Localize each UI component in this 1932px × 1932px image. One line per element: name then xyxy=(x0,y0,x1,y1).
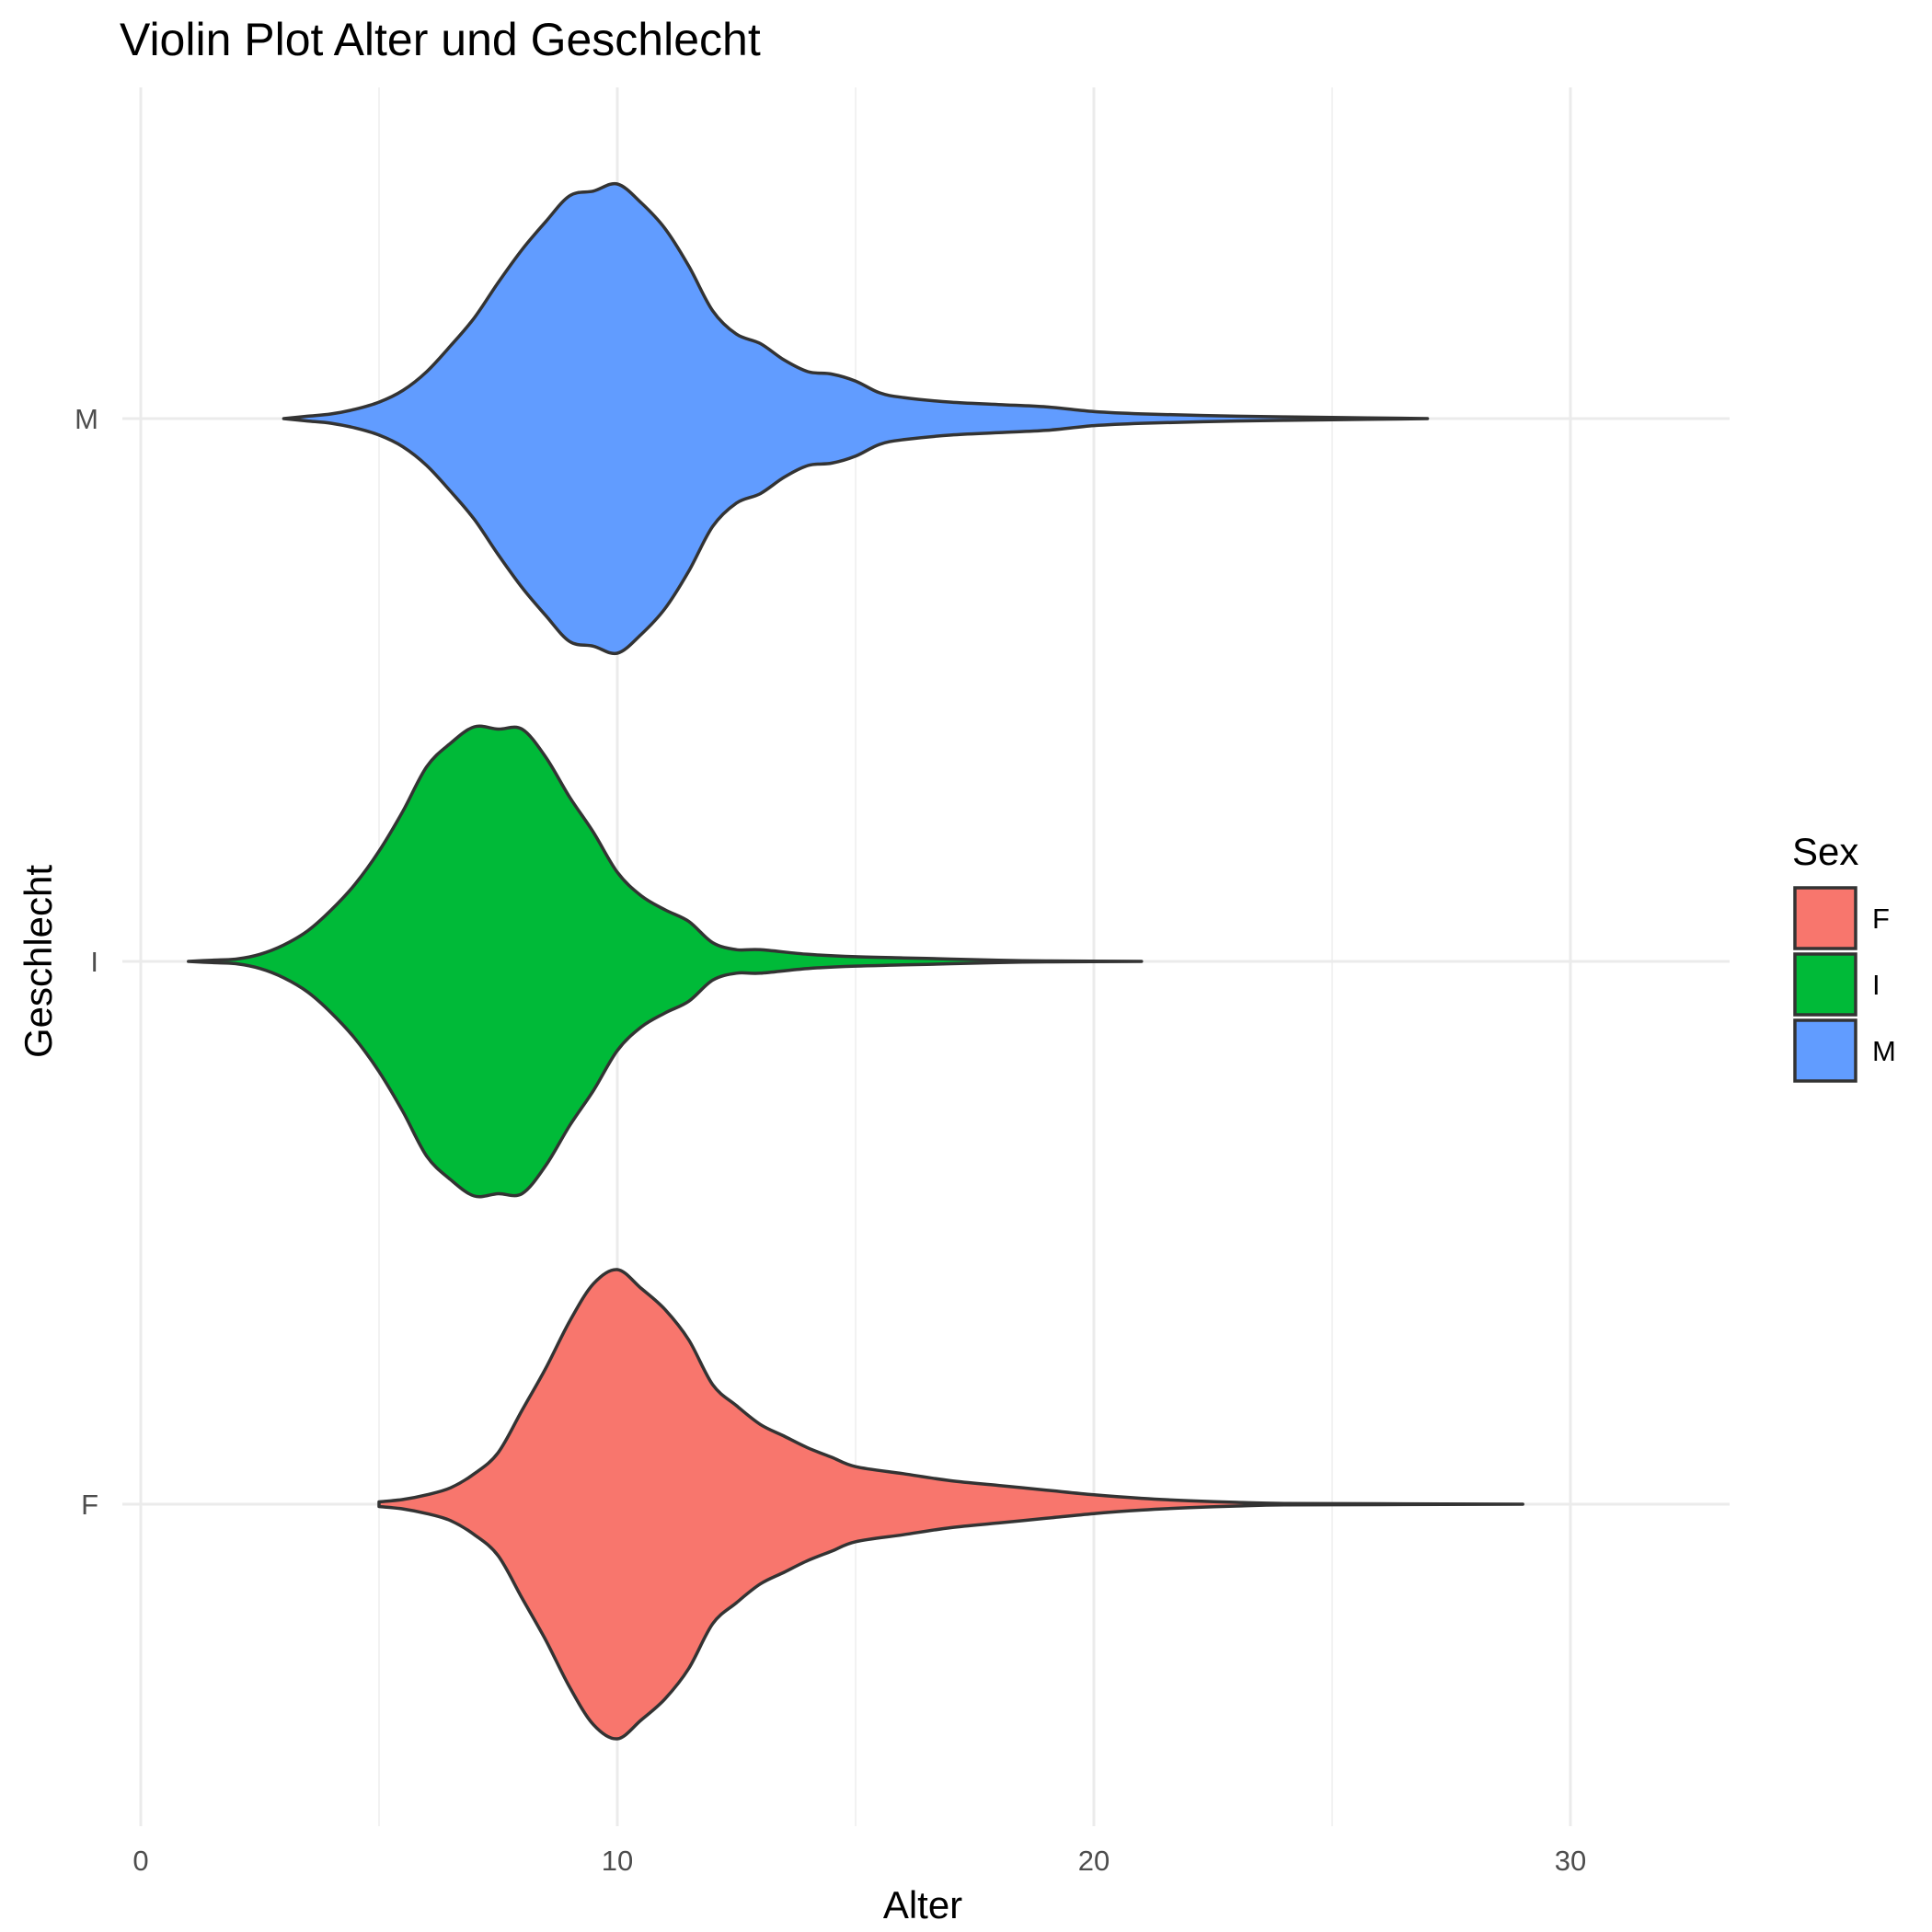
violin-i xyxy=(187,724,1144,1199)
x-axis-title: Alter xyxy=(883,1883,962,1926)
y-tick-label: M xyxy=(75,403,98,435)
chart-title: Violin Plot Alter und Geschlecht xyxy=(120,14,761,65)
legend-label-f: F xyxy=(1872,903,1890,935)
violin-m xyxy=(282,181,1430,656)
legend-label-m: M xyxy=(1872,1035,1896,1067)
y-tick-label: F xyxy=(81,1489,98,1521)
x-tick-label: 20 xyxy=(1078,1845,1110,1877)
legend-key-m xyxy=(1793,1018,1857,1083)
legend-key-i xyxy=(1793,952,1857,1017)
legend-key-f xyxy=(1793,886,1857,950)
legend-title: Sex xyxy=(1792,830,1858,873)
legend: Sex F I M xyxy=(1792,830,1896,1083)
y-axis-title: Geschlecht xyxy=(17,865,60,1058)
legend-label-i: I xyxy=(1872,969,1880,1001)
violin-f xyxy=(377,1268,1524,1741)
y-axis-ticks: F I M xyxy=(75,403,98,1521)
violin-layer xyxy=(187,181,1524,1741)
x-tick-label: 10 xyxy=(602,1845,633,1877)
x-tick-label: 0 xyxy=(132,1845,148,1877)
y-tick-label: I xyxy=(90,946,98,978)
x-tick-label: 30 xyxy=(1555,1845,1586,1877)
x-axis-ticks: 0 10 20 30 xyxy=(132,1845,1586,1877)
